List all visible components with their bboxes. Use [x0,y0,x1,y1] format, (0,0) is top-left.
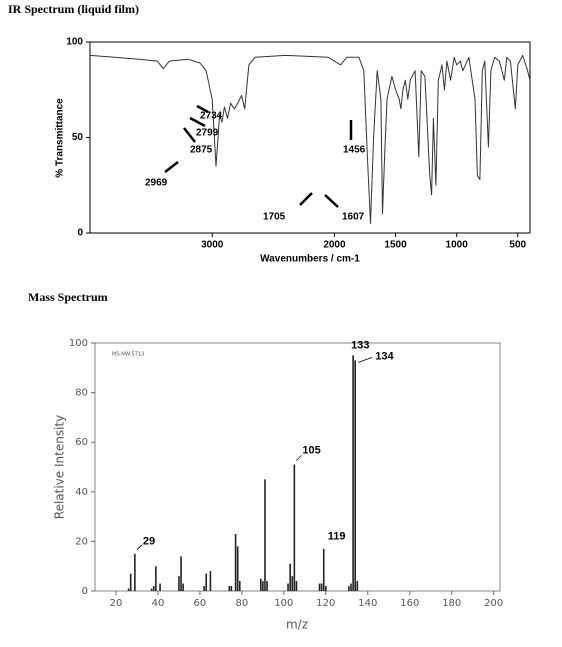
ir-title: IR Spectrum (liquid film) [8,2,139,16]
ir-y-label: % Transmittance [55,98,66,178]
ir-x-label: Wavenumbers / cm-1 [260,254,360,265]
plot-frame [94,342,501,592]
x-tick-label: 1500 [384,240,407,251]
x-tick-label: 1000 [446,240,469,251]
ms-y-label: Relative Intensity [53,415,67,519]
x-tick-label: 100 [274,598,293,609]
y-tick-label: 100 [69,338,88,349]
peak-label: 134 [375,350,394,362]
x-tick-label: 120 [316,598,335,609]
x-tick-label: 20 [110,598,123,609]
x-tick-label: 160 [400,598,419,609]
leader-line [136,544,143,551]
y-tick-label: 40 [75,487,88,498]
peak-label: 2799 [196,128,219,139]
leader-line [183,127,196,143]
x-tick-label: 80 [236,598,249,609]
x-tick-label: 180 [442,598,461,609]
y-tick-label: 80 [75,388,88,399]
x-tick-label: 140 [358,598,377,609]
leader-line [196,104,209,114]
leader-line [189,116,206,128]
ms-note: MS-NW-5713 [112,352,144,358]
peak-label: 105 [302,444,320,456]
y-tick-label: 50 [72,132,84,143]
peak-label: 1607 [342,212,365,223]
x-tick-label: 40 [152,598,165,609]
y-tick-label: 0 [82,586,88,597]
peak-label: 133 [351,339,369,351]
leader-line [324,194,339,208]
peak-label: 2969 [145,178,168,189]
x-tick-label: 500 [509,240,526,251]
peak-label: 2875 [190,145,213,156]
leader-line [164,161,179,173]
y-tick-label: 100 [66,37,83,48]
x-tick-label: 3000 [201,240,224,251]
leader-line [299,192,313,206]
y-tick-label: 0 [77,228,83,239]
peak-label: 29 [143,536,155,548]
ms-title: Mass Spectrum [28,290,108,304]
peak-label: 1705 [263,212,286,223]
x-tick-label: 2000 [323,240,346,251]
x-tick-label: 60 [194,598,207,609]
x-tick-label: 200 [484,598,503,609]
leader-line [358,356,373,363]
peak-label: 1456 [343,145,366,156]
plot-frame [89,41,531,234]
leader-line [296,455,302,461]
ms-x-label: m/z [286,618,308,632]
ir-trace [89,54,531,224]
y-tick-label: 60 [75,437,88,448]
peak-label: 119 [328,531,346,543]
peak-label: 2734 [200,111,223,122]
y-tick-label: 20 [75,536,88,547]
